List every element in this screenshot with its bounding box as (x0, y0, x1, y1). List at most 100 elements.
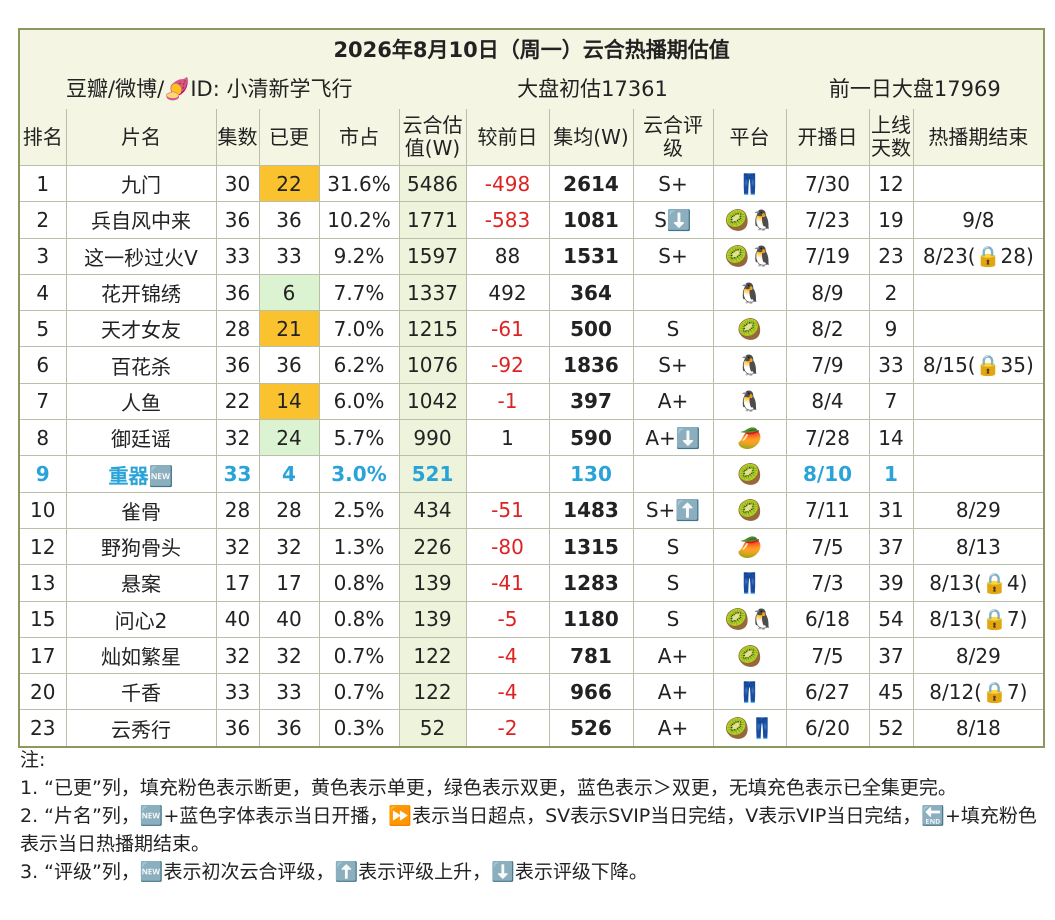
cell: 37 (868, 527, 914, 566)
column-header: 平台 (712, 108, 787, 166)
cell: 8/29 (912, 636, 1045, 675)
column-header: 集数 (215, 108, 260, 166)
cell: 6.0% (318, 382, 400, 421)
cell: 兵自风中来 (65, 201, 217, 239)
cell: 7/19 (785, 237, 870, 275)
cell: S (632, 564, 714, 602)
cell: 8/9 (785, 273, 870, 312)
cell: 12 (18, 527, 67, 566)
cell: 22 (258, 164, 320, 203)
cell: 8/23(🔒28) (912, 237, 1045, 275)
cell: -498 (465, 164, 550, 203)
cell: 590 (548, 419, 634, 457)
cell: 19 (868, 201, 914, 239)
cell: 7/30 (785, 164, 870, 203)
cell: 9 (18, 455, 67, 493)
cell: 492 (465, 273, 550, 312)
cell: S+⬆️ (632, 491, 714, 529)
cell (465, 455, 550, 493)
cell: 7.7% (318, 273, 400, 312)
row: 13 悬案 17 17 0.8% 139 -41 1283 S 👖 7/3 39 8/13(🔒4) (18, 564, 1045, 602)
cell: 31 (868, 491, 914, 529)
cell: 7.0% (318, 310, 400, 348)
cell: 5 (18, 310, 67, 348)
cell: 21 (258, 310, 320, 348)
cell: 36 (258, 346, 320, 384)
row: 17 灿如繁星 32 32 0.7% 122 -4 781 A+ 🥝 7/5 37 8/29 (18, 636, 1045, 675)
cell: 36 (215, 709, 260, 748)
cell: 130 (548, 455, 634, 493)
cell: 百花杀 (65, 346, 217, 384)
cell: S+ (632, 237, 714, 275)
cell: 8/12(🔒7) (912, 673, 1045, 711)
cell: 1076 (398, 346, 467, 384)
column-header: 云合评级 (632, 108, 714, 166)
cell: 397 (548, 382, 634, 421)
cell: 36 (215, 201, 260, 239)
cell: 1.3% (318, 527, 400, 566)
cell: 2 (18, 201, 67, 239)
row: 2 兵自风中来 36 36 10.2% 1771 -583 1081 S⬇️ 🥝🐧 7/23 19 9/… (18, 201, 1045, 239)
cell: 9 (868, 310, 914, 348)
cell: 🐧 (712, 273, 787, 312)
cell: 👖 (712, 164, 787, 203)
cell: 7 (18, 382, 67, 421)
cell: 52 (868, 709, 914, 748)
table-body: 1 九门 30 22 31.6% 5486 -498 2614 S+ 👖 7/30 12 2 兵自风中来 3… (18, 164, 1045, 748)
cell: 33 (868, 346, 914, 384)
column-header: 云合估值(W) (398, 108, 467, 166)
cell: 0.8% (318, 564, 400, 602)
cell: 1531 (548, 237, 634, 275)
cell: 人鱼 (65, 382, 217, 421)
notes: 注: 1. “已更”列，填充粉色表示断更，黄色表示单更，绿色表示双更，蓝色表示＞… (20, 746, 1040, 886)
cell: 31.6% (318, 164, 400, 203)
cell: 7/23 (785, 201, 870, 239)
cell: 434 (398, 491, 467, 529)
cell: 139 (398, 564, 467, 602)
cell: 7/5 (785, 636, 870, 675)
cell (912, 455, 1045, 493)
cell: 御廷谣 (65, 419, 217, 457)
row: 15 问心2 40 40 0.8% 139 -5 1180 S 🥝🐧 6/18 54 8/13(🔒7) (18, 600, 1045, 638)
cell: 1 (868, 455, 914, 493)
cell: 17 (258, 564, 320, 602)
previous: 前一日大盘17969 (785, 67, 1045, 109)
cell: 3.0% (318, 455, 400, 493)
cell: 8/2 (785, 310, 870, 348)
cell: A+⬇️ (632, 419, 714, 457)
cell: 1215 (398, 310, 467, 348)
cell: 云秀行 (65, 709, 217, 748)
cell: 花开锦绣 (65, 273, 217, 312)
cell: 🥝🐧 (712, 201, 787, 239)
cell (912, 310, 1045, 348)
source: 豆瓣/微博/🍠ID: 小清新学飞行 (18, 67, 400, 109)
cell: 9/8 (912, 201, 1045, 239)
row: 6 百花杀 36 36 6.2% 1076 -92 1836 S+ 🐧 7/9 33 8/15(🔒35) (18, 346, 1045, 384)
cell: 🥝🐧 (712, 237, 787, 275)
cell: 1315 (548, 527, 634, 566)
cell: 九门 (65, 164, 217, 203)
cell: 17 (18, 636, 67, 675)
column-header: 市占 (318, 108, 400, 166)
cell: 8/13(🔒4) (912, 564, 1045, 602)
cell: 重器🆕 (65, 455, 217, 493)
column-header: 热播期结束 (912, 108, 1045, 166)
cell: 36 (258, 709, 320, 748)
cell: 23 (868, 237, 914, 275)
table: 2026年8月10日（周一）云合热播期估值 豆瓣/微博/🍠ID: 小清新学飞行大… (18, 28, 1046, 748)
cell: 1597 (398, 237, 467, 275)
cell: 👖 (712, 673, 787, 711)
column-header: 已更 (258, 108, 320, 166)
cell: 30 (215, 164, 260, 203)
column-header: 片名 (65, 108, 217, 166)
cell: S+ (632, 164, 714, 203)
cell: 4 (18, 273, 67, 312)
cell: 20 (18, 673, 67, 711)
cell: 36 (215, 346, 260, 384)
cell: A+ (632, 382, 714, 421)
cell: 33 (215, 455, 260, 493)
column-header: 开播日 (785, 108, 870, 166)
row: 20 千香 33 33 0.7% 122 -4 966 A+ 👖 6/27 45 8/12(🔒7) (18, 673, 1045, 711)
cell: 10.2% (318, 201, 400, 239)
cell: 🥝🐧 (712, 600, 787, 638)
